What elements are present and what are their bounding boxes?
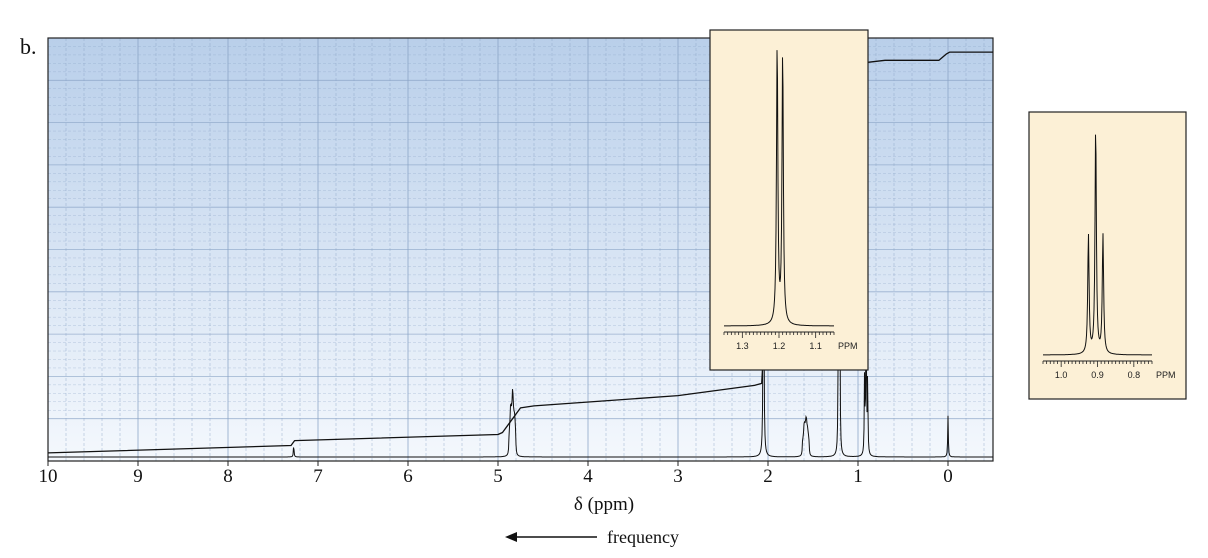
inset-tick-label: 1.2 xyxy=(773,341,786,351)
inset-doublet: 1.3 1.2 1.1 PPM xyxy=(709,29,869,371)
x-tick-label: 0 xyxy=(943,466,953,487)
inset-unit-label: PPM xyxy=(838,341,858,351)
x-tick-label: 1 xyxy=(853,466,863,487)
inset-trace xyxy=(724,50,834,327)
x-tick-label: 8 xyxy=(223,466,233,487)
x-tick-label: 10 xyxy=(39,466,58,487)
inset-unit-label: PPM xyxy=(1156,370,1176,380)
frequency-label: frequency xyxy=(607,527,679,547)
inset-tick-label: 1.0 xyxy=(1055,370,1068,380)
inset-trace xyxy=(1043,134,1152,356)
x-axis-title: δ (ppm) xyxy=(573,494,635,515)
inset-tick-label: 0.8 xyxy=(1128,370,1141,380)
spectrum-layer xyxy=(48,52,993,458)
x-tick-label: 3 xyxy=(673,466,683,487)
x-axis: 10 9 8 7 6 5 4 3 2 1 0 xyxy=(39,461,953,487)
spectrum-trace xyxy=(48,52,993,458)
inset-tick-label: 1.1 xyxy=(809,341,822,351)
inset-panel xyxy=(709,29,869,371)
inset-tick-label: 1.3 xyxy=(736,341,749,351)
inset-tick-label: 0.9 xyxy=(1091,370,1104,380)
x-tick-label: 6 xyxy=(403,466,413,487)
x-tick-label: 5 xyxy=(493,466,503,487)
inset-panel xyxy=(1028,111,1187,400)
inset-triplet: 1.0 0.9 0.8 PPM xyxy=(1028,111,1187,400)
frequency-indicator: frequency xyxy=(505,527,679,548)
x-tick-label: 2 xyxy=(763,466,773,487)
x-tick-label: 7 xyxy=(313,466,323,487)
plot-frame xyxy=(47,37,994,462)
panel-label: b. xyxy=(20,34,37,59)
x-tick-label: 4 xyxy=(583,466,593,487)
left-arrow-icon xyxy=(505,527,597,548)
x-tick-label: 9 xyxy=(133,466,143,487)
